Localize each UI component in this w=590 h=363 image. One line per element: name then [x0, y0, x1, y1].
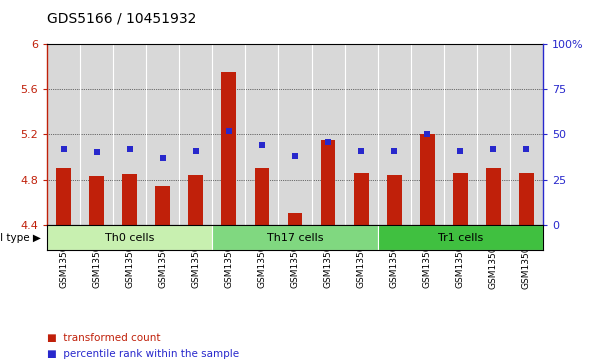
Text: Th0 cells: Th0 cells [105, 233, 155, 243]
Bar [221, 72, 237, 225]
Bar [212, 225, 378, 250]
Bar [254, 168, 270, 225]
Bar [419, 134, 435, 225]
Bar [378, 225, 543, 250]
Text: Th17 cells: Th17 cells [267, 233, 323, 243]
Bar [188, 175, 204, 225]
Bar [47, 225, 212, 250]
Text: GDS5166 / 10451932: GDS5166 / 10451932 [47, 11, 196, 25]
Bar [486, 168, 501, 225]
Bar [56, 168, 71, 225]
Bar [320, 140, 336, 225]
Bar [386, 175, 402, 225]
Bar [287, 213, 303, 225]
Text: ■  transformed count: ■ transformed count [47, 333, 160, 343]
Bar [122, 174, 137, 225]
Text: Tr1 cells: Tr1 cells [438, 233, 483, 243]
Bar [155, 187, 171, 225]
Text: ■  percentile rank within the sample: ■ percentile rank within the sample [47, 349, 240, 359]
Bar [453, 173, 468, 225]
Text: cell type ▶: cell type ▶ [0, 233, 41, 243]
Bar [89, 176, 104, 225]
Bar [353, 173, 369, 225]
Bar [519, 173, 534, 225]
